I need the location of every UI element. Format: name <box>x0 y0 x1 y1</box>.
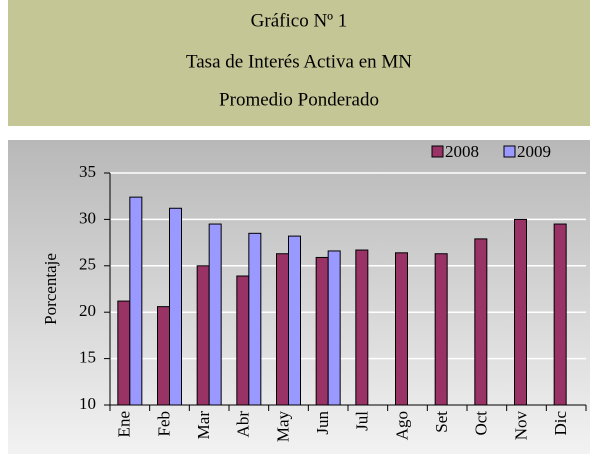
x-tick-label: Nov <box>511 411 530 441</box>
y-tick-label: 15 <box>79 348 96 367</box>
bar <box>355 249 369 406</box>
x-tick-label: Abr <box>234 411 253 438</box>
bar <box>208 223 222 406</box>
title-line: Gráfico Nº 1 <box>251 10 348 31</box>
x-tick-label: Jul <box>353 411 372 431</box>
y-tick-label: 25 <box>79 255 96 274</box>
bar <box>553 223 567 406</box>
legend-label: 2008 <box>445 142 479 161</box>
legend-label: 2009 <box>517 142 551 161</box>
y-tick-label: 20 <box>79 301 96 320</box>
bar <box>157 306 170 406</box>
bar <box>236 275 250 406</box>
x-tick-label: Set <box>432 411 451 433</box>
y-axis-label: Porcentaje <box>41 253 60 325</box>
x-tick-label: May <box>273 411 292 443</box>
y-tick-label: 10 <box>79 394 96 413</box>
bar <box>514 218 527 406</box>
bar <box>327 250 341 406</box>
x-tick-label: Oct <box>472 411 491 436</box>
bar <box>196 265 210 406</box>
bar <box>117 300 131 406</box>
bar <box>276 253 289 406</box>
bar <box>288 235 301 406</box>
bar <box>248 232 262 406</box>
title-line: Promedio Ponderado <box>219 89 379 110</box>
bar <box>169 207 182 406</box>
bar <box>129 196 143 406</box>
y-tick-label: 35 <box>79 162 96 181</box>
y-tick-label: 30 <box>79 208 96 227</box>
bar <box>474 238 488 406</box>
title-line: Tasa de Interés Activa en MN <box>186 51 412 72</box>
legend-swatch <box>503 145 516 158</box>
x-tick-label: Ago <box>392 411 411 440</box>
legend-swatch <box>431 145 444 158</box>
x-tick-label: Jun <box>313 411 332 435</box>
bar <box>315 256 329 406</box>
x-tick-label: Feb <box>154 411 173 437</box>
bar <box>434 253 448 406</box>
x-tick-label: Ene <box>115 411 134 437</box>
title-box <box>8 0 590 126</box>
x-tick-label: Mar <box>194 411 213 440</box>
x-tick-label: Dic <box>551 411 570 436</box>
bar <box>395 252 408 406</box>
